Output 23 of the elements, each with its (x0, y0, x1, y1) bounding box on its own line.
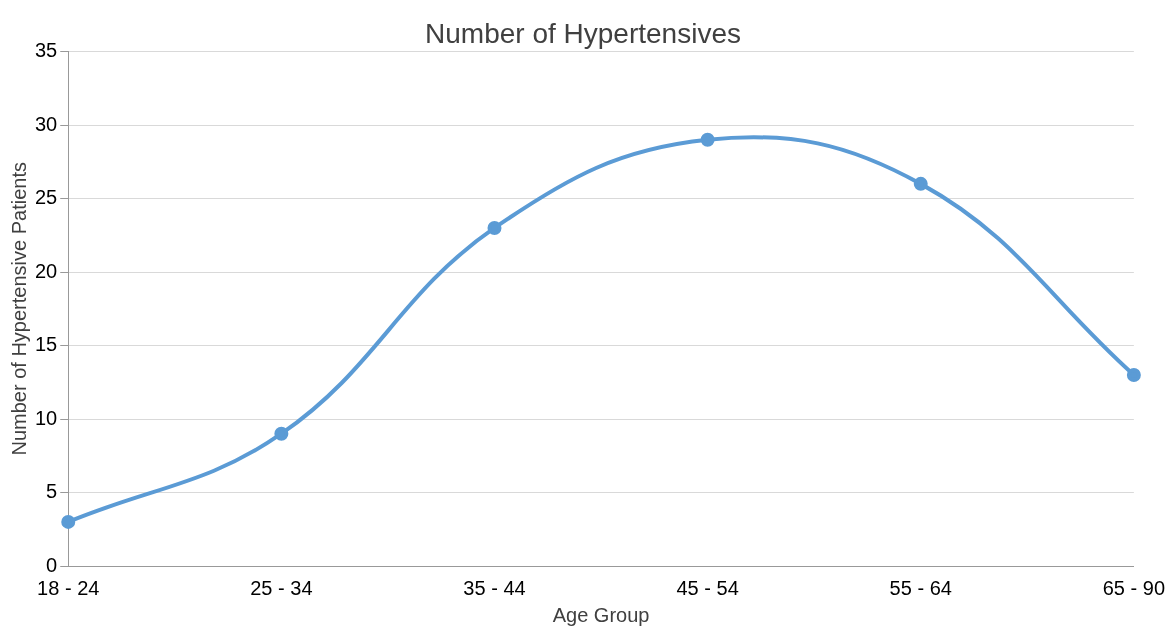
chart-title: Number of Hypertensives (425, 17, 741, 49)
x-tick-label: 35 - 44 (463, 576, 526, 599)
y-axis-title: Number of Hypertensive Patients (7, 162, 30, 456)
x-tick-label: 55 - 64 (889, 576, 952, 599)
y-tick-label: 25 (35, 186, 58, 209)
point (274, 426, 289, 441)
x-tick-label: 18 - 24 (37, 576, 100, 599)
y-tick-label: 0 (46, 553, 58, 576)
point (1126, 367, 1141, 382)
x-tick-label: 45 - 54 (676, 576, 739, 599)
point (700, 132, 715, 147)
y-tick-label: 10 (35, 406, 58, 429)
point (61, 514, 76, 529)
y-tick-label: 15 (35, 333, 58, 356)
x-tick-label: 65 - 90 (1102, 576, 1165, 599)
y-tick-label: 20 (35, 259, 58, 282)
x-axis-title: Age Group (552, 603, 650, 626)
x-tick-label: 25 - 34 (250, 576, 313, 599)
y-tick-label: 35 (35, 39, 58, 62)
point (913, 176, 928, 191)
y-tick-label: 5 (46, 480, 58, 503)
y-tick-label: 30 (35, 112, 58, 135)
point (487, 220, 502, 235)
